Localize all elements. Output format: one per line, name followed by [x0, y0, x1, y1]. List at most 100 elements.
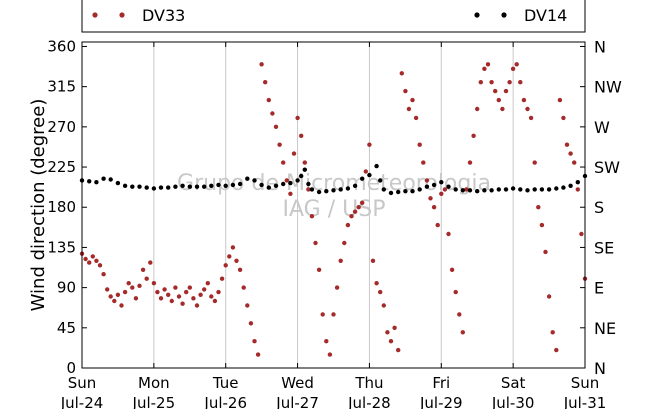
point-dv14-72 [575, 180, 580, 185]
point-dv33-16 [137, 283, 142, 288]
point-dv33-135 [564, 142, 570, 147]
x-tick-day-5: Fri [432, 374, 450, 392]
point-dv14-33 [306, 181, 311, 187]
point-dv14-71 [568, 183, 573, 188]
point-dv14-29 [288, 180, 293, 186]
point-dv33-114 [489, 80, 494, 85]
point-dv14-70 [561, 185, 566, 190]
point-dv33-79 [363, 169, 368, 174]
point-dv14-60 [489, 188, 494, 193]
y-tick-label-right-0: N [594, 359, 606, 378]
point-dv14-23 [245, 176, 250, 181]
point-dv33-30 [187, 285, 192, 290]
point-dv33-111 [478, 80, 483, 85]
x-tick-date-4: Jul-28 [347, 394, 391, 409]
point-dv33-11 [119, 303, 124, 308]
point-dv33-73 [342, 240, 347, 246]
y-tick-label-right-5: SW [594, 158, 620, 177]
point-dv14-19 [216, 182, 221, 188]
point-dv33-35 [205, 281, 210, 286]
point-dv33-131 [550, 330, 555, 335]
point-dv14-54 [446, 184, 451, 189]
point-dv14-32 [302, 167, 307, 172]
point-dv33-56 [281, 160, 286, 165]
legend-marker-dv33-b [119, 12, 125, 18]
point-dv33-132 [554, 347, 559, 353]
point-dv33-130 [546, 294, 552, 299]
x-tick-date-2: Jul-26 [203, 394, 247, 409]
point-dv33-20 [151, 281, 157, 286]
y-tick-label-1: 45 [57, 319, 76, 337]
point-dv33-122 [518, 80, 523, 85]
point-dv14-68 [546, 187, 552, 192]
point-dv33-58 [288, 191, 293, 196]
point-dv33-81 [370, 258, 376, 263]
point-dv33-90 [403, 88, 408, 94]
point-dv14-21 [230, 182, 236, 188]
tick-labels: 04590135180225270315360NNEESESSWWNWNSunJ… [47, 37, 622, 409]
point-dv33-37 [212, 298, 218, 304]
y-tick-label-right-3: SE [594, 238, 614, 257]
y-tick-label-5: 225 [47, 158, 76, 176]
point-dv14-51 [424, 184, 430, 189]
point-dv33-124 [525, 106, 530, 112]
point-dv14-8 [137, 184, 142, 189]
x-tick-day-0: Sun [68, 374, 97, 392]
point-dv14-57 [467, 188, 473, 193]
y-tick-label-right-1: NE [594, 319, 616, 338]
point-dv33-121 [514, 62, 519, 67]
point-dv33-60 [295, 115, 300, 121]
point-dv33-139 [579, 231, 584, 237]
point-dv33-57 [284, 178, 289, 183]
x-tick-date-7: Jul-31 [563, 394, 607, 409]
point-dv33-29 [184, 289, 189, 295]
point-dv33-71 [334, 285, 340, 290]
x-tick-date-0: Jul-24 [60, 394, 104, 409]
point-dv14-44 [378, 178, 383, 183]
point-dv33-91 [406, 106, 412, 112]
axis-ticks [81, 42, 586, 369]
watermark: Grupo de Micrometeorologia IAG / USP [177, 171, 491, 222]
legend-marker-dv14-b [501, 12, 507, 18]
point-dv14-10 [151, 186, 157, 191]
point-dv33-113 [485, 62, 491, 67]
point-dv33-41 [227, 254, 232, 259]
legend: DV33 DV14 [81, 0, 586, 33]
x-tick-day-1: Mon [138, 374, 170, 392]
point-dv33-104 [453, 289, 458, 295]
x-tick-date-1: Jul-25 [132, 394, 176, 409]
point-dv33-69 [327, 352, 333, 357]
point-dv33-12 [122, 289, 128, 295]
point-dv33-51 [263, 80, 268, 85]
point-dv33-14 [130, 285, 135, 290]
point-dv33-125 [528, 115, 534, 121]
point-dv14-62 [503, 187, 509, 192]
point-dv33-83 [378, 289, 383, 295]
point-dv33-2 [87, 260, 92, 265]
point-dv14-56 [460, 188, 465, 193]
y-tick-label-right-4: S [594, 198, 604, 217]
x-tick-date-5: Jul-29 [419, 394, 463, 409]
point-dv33-65 [313, 240, 318, 246]
point-dv33-62 [302, 160, 307, 165]
point-dv33-45 [241, 285, 246, 290]
point-dv14-30 [295, 178, 300, 183]
point-dv33-106 [460, 330, 465, 335]
point-dv14-15 [187, 184, 192, 189]
point-dv33-84 [381, 303, 386, 308]
point-dv33-42 [230, 245, 236, 250]
point-dv14-61 [496, 187, 501, 192]
point-dv33-46 [245, 303, 250, 308]
point-dv14-6 [122, 183, 128, 188]
grid-lines [153, 42, 514, 368]
point-dv33-26 [173, 285, 178, 290]
point-dv33-87 [392, 325, 397, 330]
point-dv33-109 [471, 133, 476, 138]
point-dv14-17 [202, 184, 207, 189]
point-dv33-48 [252, 339, 257, 344]
point-dv33-108 [467, 160, 473, 165]
point-dv33-134 [561, 115, 566, 121]
point-dv14-66 [532, 187, 537, 192]
point-dv33-9 [112, 298, 117, 304]
point-dv33-123 [521, 97, 527, 103]
